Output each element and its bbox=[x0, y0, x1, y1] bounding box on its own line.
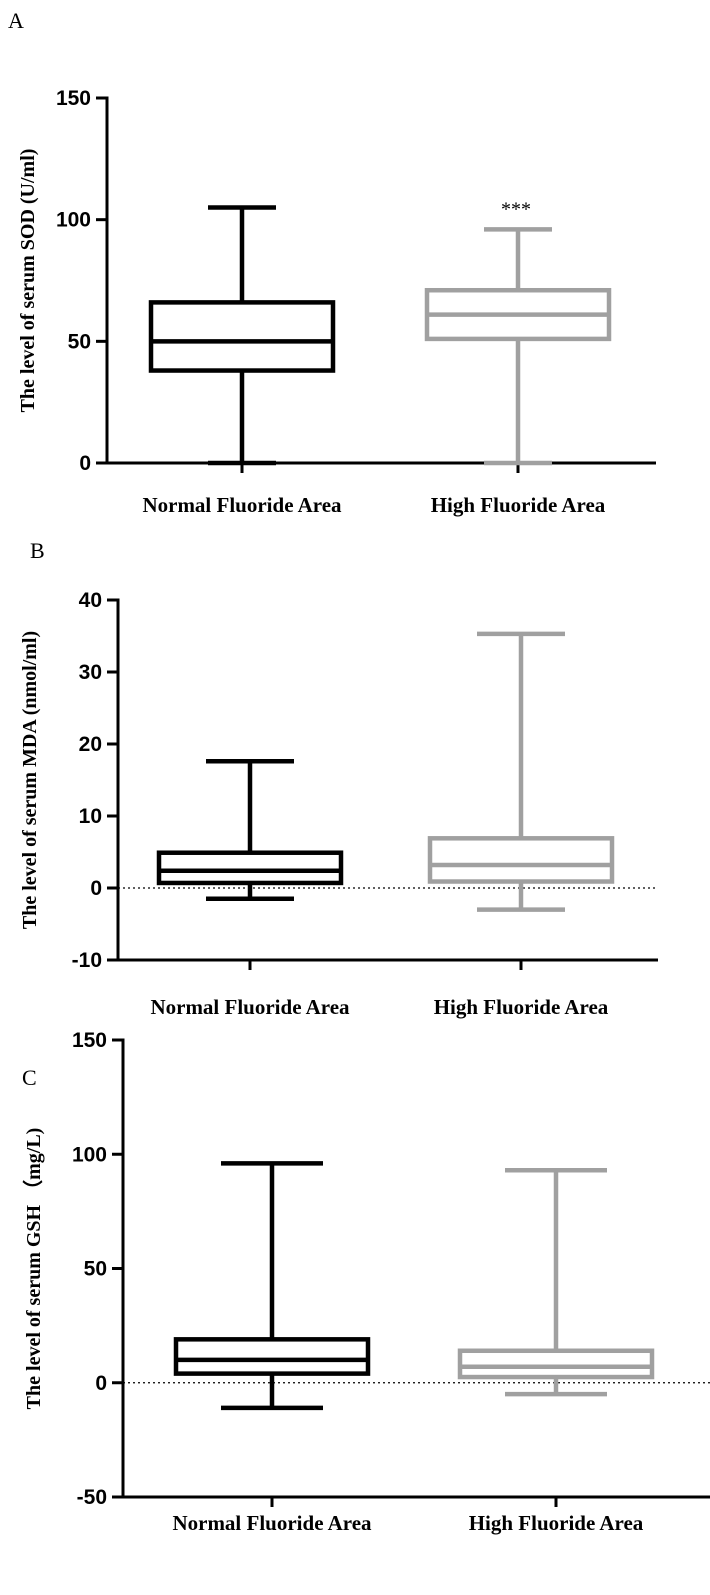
panel-letter: C bbox=[22, 1065, 37, 1090]
x-category-label: Normal Fluoride Area bbox=[172, 1511, 372, 1535]
x-category-label: High Fluoride Area bbox=[469, 1511, 644, 1535]
iqr-box bbox=[173, 1337, 371, 1376]
y-axis-title: The level of serum GSH （mg/L) bbox=[22, 1128, 45, 1410]
y-tick-label: 150 bbox=[72, 1029, 107, 1052]
iqr-box bbox=[427, 836, 615, 884]
y-tick-label: 50 bbox=[84, 1258, 107, 1281]
y-tick-label: 100 bbox=[56, 209, 91, 232]
box-plot-high-fluoride: *** bbox=[424, 198, 612, 466]
box-plot-normal-fluoride bbox=[148, 205, 336, 466]
y-axis-title: The level of serum MDA (nmol/ml) bbox=[19, 631, 41, 929]
box-plot-normal-fluoride bbox=[156, 759, 344, 902]
significance-annotation: *** bbox=[501, 198, 531, 220]
x-category-label: Normal Fluoride Area bbox=[150, 995, 350, 1019]
iqr-box bbox=[148, 300, 336, 373]
box-plot-high-fluoride bbox=[457, 1167, 655, 1397]
panel-b: B -10 0 10 20 30 40 The level of serum MDA (nmo… bbox=[19, 538, 658, 1019]
x-category-label: High Fluoride Area bbox=[434, 995, 609, 1019]
iqr-box bbox=[457, 1348, 655, 1380]
y-tick-label: 50 bbox=[68, 330, 91, 353]
y-axis-title: The level of serum SOD (U/ml) bbox=[17, 149, 39, 413]
y-tick-label: 20 bbox=[79, 733, 102, 756]
y-tick-label: 10 bbox=[79, 805, 102, 828]
box-plot-high-fluoride bbox=[427, 631, 615, 912]
iqr-box bbox=[156, 850, 344, 886]
y-tick-label: 0 bbox=[90, 877, 102, 900]
x-category-label: Normal Fluoride Area bbox=[142, 493, 342, 517]
y-tick-label: -50 bbox=[77, 1486, 107, 1509]
panel-c: C -50 0 50 100 150 The level of serum GSH （mg/… bbox=[22, 1029, 710, 1535]
panel-a: A 0 50 100 150 The level of serum SOD (U/ml) N… bbox=[8, 8, 656, 517]
panel-letter: A bbox=[8, 8, 24, 33]
panel-letter: B bbox=[30, 538, 45, 563]
y-tick-label: 30 bbox=[79, 661, 102, 684]
y-tick-label: 150 bbox=[56, 87, 91, 110]
y-tick-label: -10 bbox=[72, 949, 102, 972]
y-tick-label: 40 bbox=[79, 589, 102, 612]
x-category-label: High Fluoride Area bbox=[431, 493, 606, 517]
box-plot-normal-fluoride bbox=[173, 1161, 371, 1411]
y-tick-label: 100 bbox=[72, 1143, 107, 1166]
y-tick-label: 0 bbox=[79, 452, 91, 475]
y-tick-label: 0 bbox=[95, 1372, 107, 1395]
